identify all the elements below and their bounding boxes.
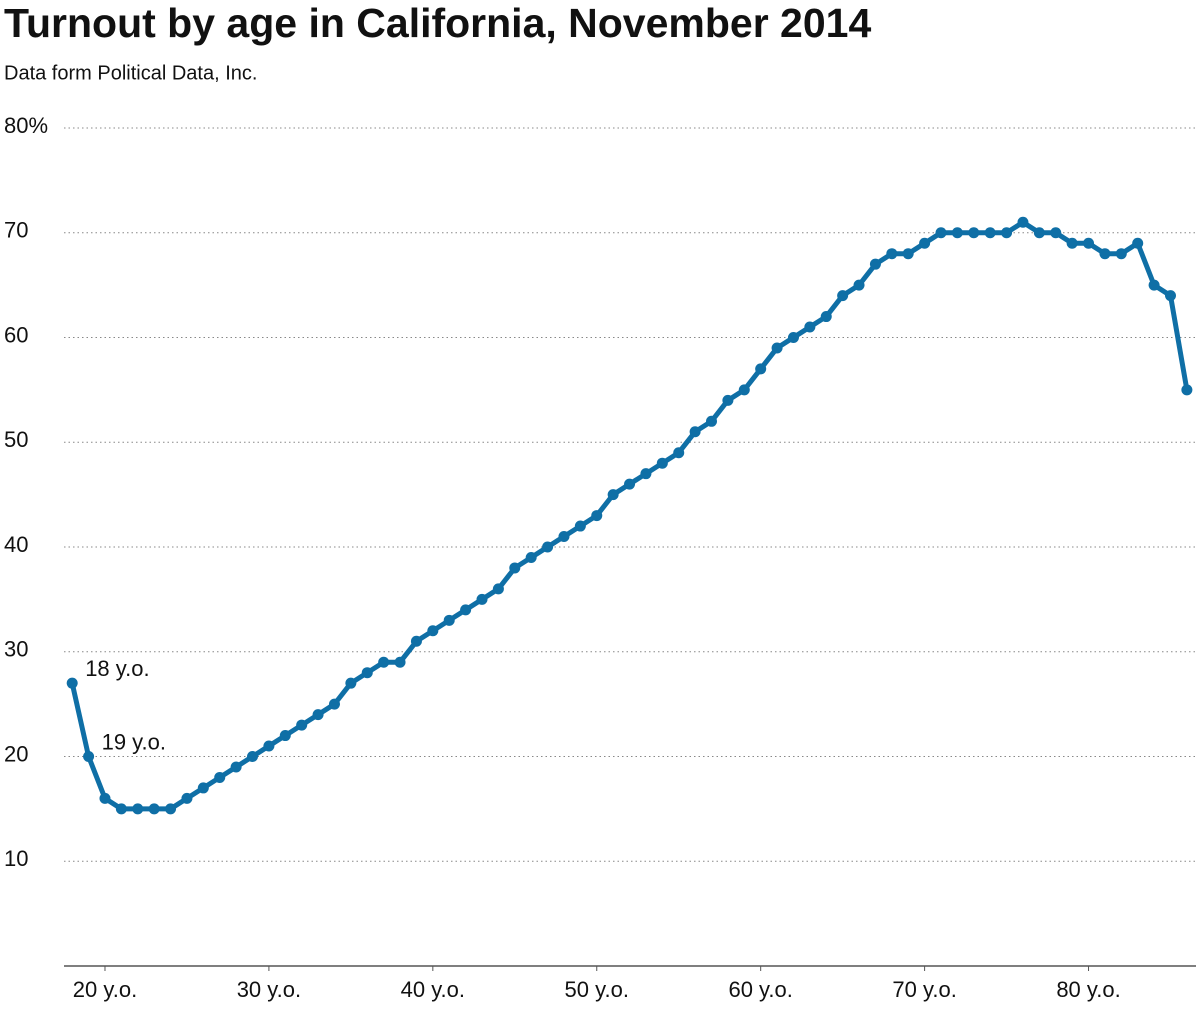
data-point — [755, 363, 767, 375]
data-point — [935, 227, 947, 239]
data-point — [919, 237, 931, 249]
data-point — [312, 709, 324, 721]
data-point — [132, 803, 144, 815]
data-point — [476, 593, 488, 605]
data-point — [607, 489, 619, 501]
series-line — [69, 219, 1190, 812]
data-point — [115, 803, 127, 815]
data-point — [771, 342, 783, 354]
y-tick-label: 50 — [4, 427, 28, 452]
data-point — [443, 614, 455, 626]
data-point — [1181, 384, 1193, 396]
data-point — [1148, 279, 1160, 291]
y-tick-label: 70 — [4, 218, 28, 243]
data-point — [853, 279, 865, 291]
data-point — [525, 551, 537, 563]
data-point — [787, 332, 799, 343]
x-tick-label: 80 y.o. — [1056, 977, 1120, 1002]
data-point — [820, 311, 832, 323]
data-point — [99, 792, 111, 804]
data-point — [509, 562, 521, 574]
data-point — [394, 656, 406, 668]
data-point — [1001, 227, 1013, 239]
x-tick-label: 50 y.o. — [565, 977, 629, 1002]
data-point — [1099, 248, 1111, 260]
data-point — [984, 227, 996, 239]
data-point — [1017, 216, 1029, 228]
data-point — [410, 635, 422, 647]
data-point — [345, 677, 357, 689]
data-point — [869, 258, 881, 270]
data-point — [378, 656, 390, 668]
data-point — [951, 227, 963, 239]
y-tick-label: 80% — [4, 113, 48, 138]
data-point — [263, 740, 275, 752]
data-point — [1066, 237, 1078, 249]
data-point — [640, 468, 652, 480]
x-tick-label: 20 y.o. — [73, 977, 137, 1002]
data-point — [197, 782, 209, 794]
x-tick-label: 70 y.o. — [892, 977, 956, 1002]
data-point — [279, 730, 291, 742]
data-point — [492, 583, 504, 595]
data-point — [738, 384, 750, 396]
data-point — [1083, 237, 1095, 249]
y-tick-label: 10 — [4, 846, 28, 871]
x-tick-label: 60 y.o. — [728, 977, 792, 1002]
data-point — [968, 227, 980, 239]
data-point — [296, 719, 308, 731]
data-point — [886, 248, 898, 260]
data-point — [902, 248, 914, 260]
data-point — [1115, 248, 1127, 260]
data-point — [328, 698, 340, 710]
data-point — [427, 625, 439, 637]
data-point — [706, 415, 718, 427]
data-point — [591, 510, 603, 522]
data-point — [558, 531, 570, 543]
data-point — [83, 751, 95, 762]
annotation: 18 y.o. — [85, 656, 149, 681]
data-point — [673, 447, 685, 459]
data-point — [361, 667, 373, 679]
data-point — [1132, 237, 1144, 249]
x-tick-label: 40 y.o. — [401, 977, 465, 1002]
data-point — [460, 604, 472, 616]
y-tick-label: 30 — [4, 637, 28, 662]
chart-title: Turnout by age in California, November 2… — [4, 0, 871, 46]
chart-subtitle: Data form Political Data, Inc. — [4, 62, 257, 84]
data-point — [542, 541, 554, 553]
data-point — [722, 394, 734, 406]
data-point — [656, 457, 668, 469]
data-point — [837, 290, 849, 302]
data-point — [230, 761, 242, 773]
data-point — [148, 803, 160, 815]
y-tick-label: 40 — [4, 532, 28, 557]
data-point — [804, 321, 816, 333]
data-point — [574, 520, 586, 532]
data-point — [66, 677, 78, 689]
data-point — [624, 478, 636, 490]
data-point — [1164, 290, 1176, 302]
x-tick-label: 30 y.o. — [237, 977, 301, 1002]
annotation: 19 y.o. — [102, 729, 166, 754]
data-point — [165, 803, 177, 815]
y-tick-label: 60 — [4, 322, 28, 347]
y-tick-label: 20 — [4, 741, 28, 766]
data-point — [181, 792, 193, 804]
data-point — [247, 751, 259, 762]
data-point — [1033, 227, 1045, 239]
data-point — [214, 771, 226, 783]
data-point — [1050, 227, 1062, 239]
data-point — [689, 426, 701, 438]
